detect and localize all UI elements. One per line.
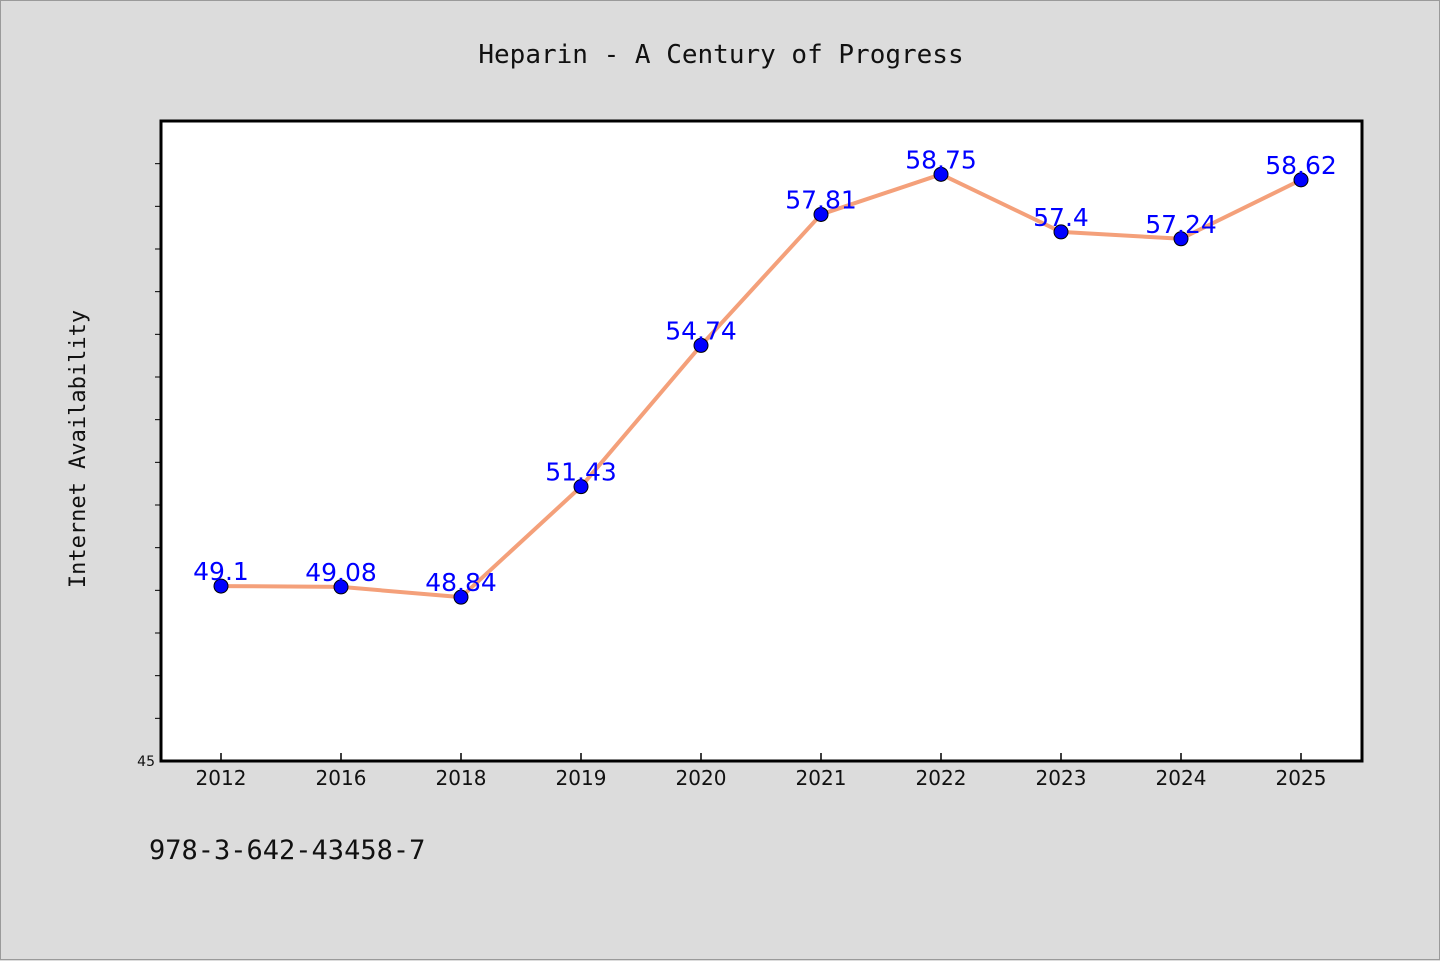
x-tick-label: 2021 (796, 766, 847, 790)
data-label: 57.4 (1033, 203, 1089, 232)
x-tick-label: 2019 (556, 766, 607, 790)
data-label: 48.84 (425, 568, 497, 597)
data-point (1293, 172, 1309, 188)
data-label: 57.81 (785, 185, 857, 214)
data-label: 49.08 (305, 558, 377, 587)
data-point (933, 166, 949, 182)
x-tick-label: 2020 (676, 766, 727, 790)
data-label: 49.1 (193, 557, 249, 586)
x-tick-label: 2022 (916, 766, 967, 790)
data-labels: 49.1 49.08 48.84 51.43 54.74 57.81 58.75 57.4 57… (193, 145, 1337, 597)
data-point (1053, 224, 1069, 240)
x-tick-label: 2024 (1156, 766, 1207, 790)
data-point (693, 337, 709, 353)
y-axis-label: Internet Availability (66, 310, 91, 588)
data-point (213, 578, 229, 594)
data-point (813, 206, 829, 222)
data-label: 58.75 (905, 145, 977, 174)
data-point (1173, 231, 1189, 247)
plot-area (159, 119, 1364, 763)
x-tick-label: 2025 (1276, 766, 1327, 790)
y-tick-label: 45 (137, 754, 155, 770)
y-axis-ticks: 45 (137, 163, 161, 770)
data-points (213, 166, 1309, 605)
data-label: 54.74 (665, 316, 737, 345)
x-tick-label: 2016 (316, 766, 367, 790)
data-label: 58.62 (1265, 151, 1337, 180)
data-point (453, 589, 469, 605)
x-tick-label: 2018 (436, 766, 487, 790)
data-point (573, 479, 589, 495)
footer-code: 978-3-642-43458-7 (149, 835, 426, 866)
x-axis-ticks: 2012 2016 2018 2019 2020 2021 2022 2023 2024 2025 (196, 753, 1327, 790)
data-label: 51.43 (545, 458, 617, 487)
series-line (220, 172, 1302, 600)
x-tick-label: 2012 (196, 766, 247, 790)
data-label: 57.24 (1145, 210, 1217, 239)
data-point (333, 579, 349, 595)
chart-title: Heparin - A Century of Progress (478, 40, 963, 70)
x-tick-label: 2023 (1036, 766, 1087, 790)
